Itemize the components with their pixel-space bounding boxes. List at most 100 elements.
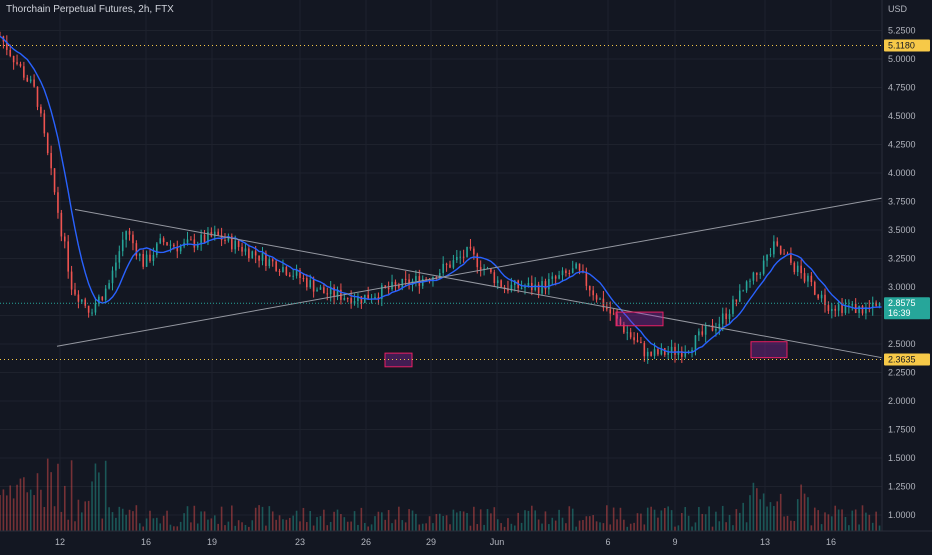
y-tick-label: 2.5000 (888, 339, 916, 349)
candle-body (469, 246, 472, 249)
candle-body (159, 238, 162, 244)
candle-body (374, 297, 376, 299)
volume-bar (115, 517, 117, 531)
volume-bar (517, 512, 519, 531)
candle-body (111, 270, 114, 284)
current-price-label: 2.8575 (888, 298, 916, 308)
volume-bar (592, 515, 594, 531)
candle-body (166, 242, 168, 246)
volume-bar (63, 485, 66, 531)
volume-bar (588, 516, 591, 531)
candle-body (578, 263, 581, 271)
volume-bar (674, 526, 676, 531)
volume-bar (568, 506, 571, 531)
volume-bar (548, 524, 550, 531)
volume-bar (217, 523, 219, 531)
candle-body (244, 248, 247, 252)
volume-bar (350, 521, 352, 531)
candle-body (769, 254, 772, 256)
volume-bar (762, 493, 765, 531)
candle-body (551, 276, 554, 280)
volume-bar (558, 509, 560, 531)
candle-body (606, 307, 608, 310)
y-tick-label: 1.5000 (888, 453, 916, 463)
candle-body (94, 303, 97, 313)
candle-body (738, 290, 741, 302)
volume-bar (275, 519, 277, 531)
candle-body (827, 305, 830, 311)
candle-body (674, 346, 676, 355)
candle-body (50, 153, 52, 169)
volume-bar (401, 520, 404, 531)
volume-bar (302, 507, 305, 531)
candle-body (234, 240, 237, 250)
candle-body (203, 234, 206, 243)
candle-body (503, 287, 506, 289)
candle-body (626, 332, 629, 334)
volume-bar (16, 484, 18, 531)
volume-bar (190, 522, 192, 531)
candle-body (456, 256, 458, 261)
y-tick-label: 4.0000 (888, 168, 916, 178)
candle-body (568, 273, 571, 275)
volume-bar (411, 510, 414, 531)
volume-bar (541, 523, 543, 531)
candle-body (343, 298, 346, 300)
volume-bar (807, 497, 809, 531)
rectangles[interactable] (384, 311, 788, 368)
candle-body (156, 243, 158, 255)
volume-bar (196, 523, 199, 531)
volume-bar (77, 499, 80, 531)
volume-bar (156, 517, 158, 531)
candle-body (837, 304, 840, 311)
candle-body (544, 281, 547, 290)
current-price-tag (884, 297, 930, 320)
candle-body (704, 325, 707, 335)
candle-body (875, 302, 877, 306)
candle-body (193, 239, 196, 248)
volume-bar (749, 495, 751, 531)
volume-bar (708, 506, 710, 531)
candle-body (701, 331, 704, 335)
candle-body (616, 314, 618, 319)
candle-body (445, 263, 448, 265)
volume-bar (510, 523, 513, 531)
volume-bar (599, 522, 601, 531)
candle-body (756, 272, 758, 275)
candle-body (623, 324, 625, 333)
volume-bar (544, 511, 547, 531)
candle-body (711, 325, 714, 331)
candle-body (752, 272, 755, 281)
volume-bar (2, 489, 5, 531)
candle-body (599, 298, 601, 300)
trendlines[interactable] (56, 197, 883, 359)
candle-body (524, 286, 526, 288)
candle-body (43, 113, 46, 134)
candle-body (728, 313, 731, 320)
volume-bar (387, 510, 390, 531)
candle-body (667, 352, 669, 355)
volume-bar (162, 515, 165, 531)
candle-body (70, 271, 73, 290)
volume-bar (432, 523, 434, 531)
candle-body (384, 285, 387, 288)
candle-body (108, 283, 110, 289)
volume-bar (104, 460, 107, 531)
candle-body (541, 281, 543, 294)
volume-bar (551, 517, 554, 531)
y-tick-label: 3.7500 (888, 197, 916, 207)
candle-body (121, 239, 124, 252)
volume-bar (159, 523, 162, 531)
volume-bar (786, 515, 789, 531)
volume-bar (561, 517, 564, 531)
descending-trendline (74, 208, 883, 359)
candle-body (861, 305, 864, 314)
volume-bar (677, 525, 680, 531)
candle-body (677, 351, 680, 355)
candle-body (23, 66, 25, 78)
candle-body (609, 309, 612, 314)
candle-body (473, 248, 475, 255)
candle-body (824, 294, 826, 306)
